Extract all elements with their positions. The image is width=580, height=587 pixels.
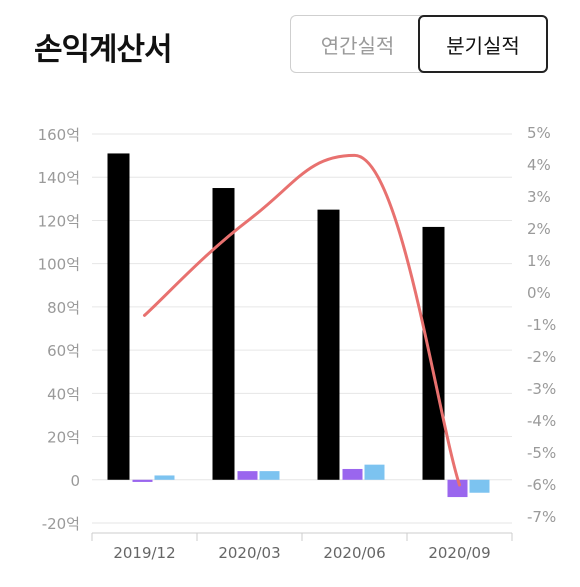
bar [469, 479, 490, 493]
y-left-tick-label: 0 [70, 472, 80, 490]
series-line [143, 153, 461, 487]
bar [132, 479, 153, 482]
y-right-tick-label: 4% [527, 156, 551, 174]
bar [317, 209, 340, 480]
y-right-tick-label: 5% [527, 124, 551, 142]
x-tick-label: 2020/03 [218, 544, 280, 562]
y-left-tick-label: 120억 [38, 212, 80, 230]
y-right-tick-label: -7% [527, 508, 556, 526]
y-right-tick-label: 0% [527, 284, 551, 302]
x-tick-label: 2020/06 [323, 544, 385, 562]
y-left-tick-label: 160억 [38, 126, 80, 144]
yearly-tab[interactable]: 연간실적 [290, 15, 424, 73]
bar [364, 464, 385, 480]
bar [237, 471, 258, 480]
y-left-tick-label: 40억 [47, 385, 80, 403]
y-left-tick-label: -20억 [42, 515, 80, 533]
y-right-tick-label: -2% [527, 348, 556, 366]
y-right-tick-label: 1% [527, 252, 551, 270]
bar [447, 479, 468, 498]
y-right-tick-label: 3% [527, 188, 551, 206]
y-right-tick-label: -1% [527, 316, 556, 334]
bar [212, 188, 235, 480]
x-tick-label: 2019/12 [113, 544, 175, 562]
bar [154, 475, 175, 480]
y-right-tick-label: -3% [527, 380, 556, 398]
bar [342, 468, 363, 480]
bar [422, 226, 445, 480]
page-title: 손익계산서 [34, 32, 173, 68]
income-chart: 160억 140억 120억 100억 80억 60억 40억 20억 0 -20억 5% 4% 3% 2… [38, 124, 557, 562]
y-left-tick-label: 100억 [38, 256, 80, 274]
y-left-tick-label: 80억 [47, 299, 80, 317]
y-right-tick-label: 2% [527, 220, 551, 238]
y-right-tick-label: -6% [527, 476, 556, 494]
y-left-tick-label: 20억 [47, 429, 80, 447]
y-left-tick-label: 140억 [38, 169, 80, 187]
y-right-tick-label: -5% [527, 444, 556, 462]
x-tick-label: 2020/09 [428, 544, 490, 562]
bar [107, 153, 130, 480]
y-right-tick-label: -4% [527, 412, 556, 430]
quarterly-tab[interactable]: 분기실적 [418, 15, 548, 73]
period-toggle: 연간실적 분기실적 [290, 15, 548, 75]
bar [259, 471, 280, 480]
y-left-tick-label: 60억 [47, 342, 80, 360]
